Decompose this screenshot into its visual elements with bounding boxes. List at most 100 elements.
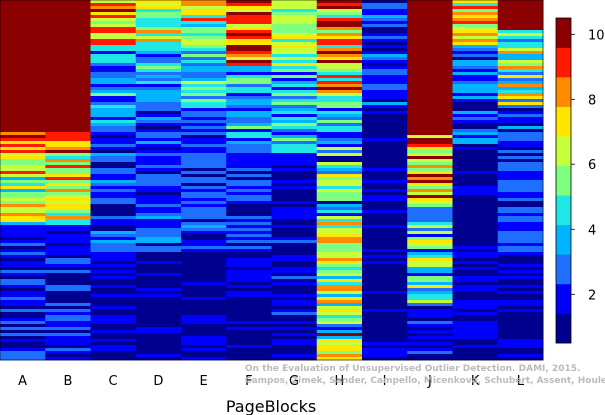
heatmap-cell-E xyxy=(181,132,227,136)
heatmap-cell-K xyxy=(452,120,499,124)
heatmap-cell-D xyxy=(135,117,182,121)
heatmap-cell-L xyxy=(497,312,544,316)
heatmap-cell-B xyxy=(45,132,91,136)
heatmap-cell-G xyxy=(271,90,318,94)
heatmap-cell-F xyxy=(226,18,272,22)
heatmap-cell-L xyxy=(497,270,544,274)
heatmap-cell-F xyxy=(226,87,272,91)
colorbar-swatch-2 xyxy=(556,283,571,314)
heatmap-cell-I xyxy=(362,204,408,208)
heatmap-cell-B xyxy=(45,117,91,121)
heatmap-cell-I xyxy=(362,171,408,175)
heatmap-cell-D xyxy=(135,234,182,238)
heatmap-cell-G xyxy=(271,96,318,100)
heatmap-cell-H xyxy=(316,84,363,88)
heatmap-cell-C xyxy=(90,306,137,310)
heatmap-cell-B xyxy=(45,183,91,187)
heatmap-cell-G xyxy=(271,327,318,331)
heatmap-cell-F xyxy=(226,354,272,358)
heatmap-cell-I xyxy=(362,333,408,337)
heatmap-cell-I xyxy=(362,102,408,106)
heatmap-cell-L xyxy=(497,165,544,169)
heatmap-cell-B xyxy=(45,186,91,190)
heatmap-cell-L xyxy=(497,156,544,160)
heatmap-cell-B xyxy=(45,261,91,265)
heatmap-cell-B xyxy=(45,312,91,316)
heatmap-cell-I xyxy=(362,189,408,193)
heatmap-cell-G xyxy=(271,219,318,223)
heatmap-cell-A xyxy=(0,117,46,121)
heatmap-cell-L xyxy=(497,213,544,217)
heatmap-cell-A xyxy=(0,153,46,157)
heatmap-cell-D xyxy=(135,12,182,16)
heatmap-cell-B xyxy=(45,72,91,76)
heatmap-cell-E xyxy=(181,36,227,40)
heatmap-cell-I xyxy=(362,69,408,73)
heatmap-cell-G xyxy=(271,39,318,43)
heatmap-cell-D xyxy=(135,309,182,313)
heatmap-cell-H xyxy=(316,210,363,214)
heatmap-cell-C xyxy=(90,153,137,157)
heatmap-cell-H xyxy=(316,279,363,283)
heatmap-cell-G xyxy=(271,63,318,67)
heatmap-cell-G xyxy=(271,69,318,73)
heatmap-cell-I xyxy=(362,168,408,172)
heatmap-cell-F xyxy=(226,33,272,37)
heatmap-cell-K xyxy=(452,261,499,265)
heatmap-cell-I xyxy=(362,99,408,103)
heatmap-cell-A xyxy=(0,297,46,301)
heatmap-cell-G xyxy=(271,33,318,37)
heatmap-cell-C xyxy=(90,279,137,283)
heatmap-cell-E xyxy=(181,243,227,247)
heatmap-cell-B xyxy=(45,222,91,226)
heatmap-cell-G xyxy=(271,120,318,124)
heatmap-cell-C xyxy=(90,174,137,178)
heatmap-cell-H xyxy=(316,42,363,46)
heatmap-cell-F xyxy=(226,27,272,31)
heatmap-cell-D xyxy=(135,69,182,73)
heatmap-cell-B xyxy=(45,69,91,73)
heatmap-cell-G xyxy=(271,81,318,85)
heatmap-cell-F xyxy=(226,180,272,184)
heatmap-cell-D xyxy=(135,156,182,160)
heatmap-cell-G xyxy=(271,150,318,154)
heatmap-cell-D xyxy=(135,255,182,259)
heatmap-cell-K xyxy=(452,234,499,238)
heatmap-cell-I xyxy=(362,222,408,226)
heatmap-cell-F xyxy=(226,312,272,316)
heatmap-cell-C xyxy=(90,252,137,256)
heatmap-cell-J xyxy=(407,177,453,181)
heatmap-cell-C xyxy=(90,42,137,46)
heatmap-cell-K xyxy=(452,291,499,295)
heatmap-cell-L xyxy=(497,258,544,262)
heatmap-cell-H xyxy=(316,288,363,292)
heatmap-cell-D xyxy=(135,144,182,148)
heatmap-cell-E xyxy=(181,78,227,82)
heatmap-cell-D xyxy=(135,339,182,343)
heatmap-cell-D xyxy=(135,192,182,196)
heatmap-cell-H xyxy=(316,351,363,355)
heatmap-cell-C xyxy=(90,222,137,226)
heatmap-cell-F xyxy=(226,165,272,169)
heatmap-cell-H xyxy=(316,45,363,49)
heatmap-cell-K xyxy=(452,162,499,166)
heatmap-cell-J xyxy=(407,150,453,154)
x-tick-label-L: L xyxy=(517,374,525,389)
heatmap-cell-L xyxy=(497,210,544,214)
heatmap-cell-H xyxy=(316,177,363,181)
heatmap-cell-I xyxy=(362,201,408,205)
x-tick-label-K: K xyxy=(471,374,480,389)
heatmap-cell-D xyxy=(135,36,182,40)
heatmap-cell-I xyxy=(362,174,408,178)
heatmap-cell-A xyxy=(0,174,46,178)
heatmap-cell-F xyxy=(226,153,272,157)
heatmap-cell-A xyxy=(0,198,46,202)
heatmap-cell-D xyxy=(135,108,182,112)
heatmap-cell-D xyxy=(135,78,182,82)
heatmap-cell-I xyxy=(362,345,408,349)
heatmap-cell-K xyxy=(452,342,499,346)
heatmap-cell-K xyxy=(452,6,499,10)
heatmap-cell-C xyxy=(90,315,137,319)
heatmap-cell-A xyxy=(0,333,46,337)
heatmap-cell-H xyxy=(316,87,363,91)
